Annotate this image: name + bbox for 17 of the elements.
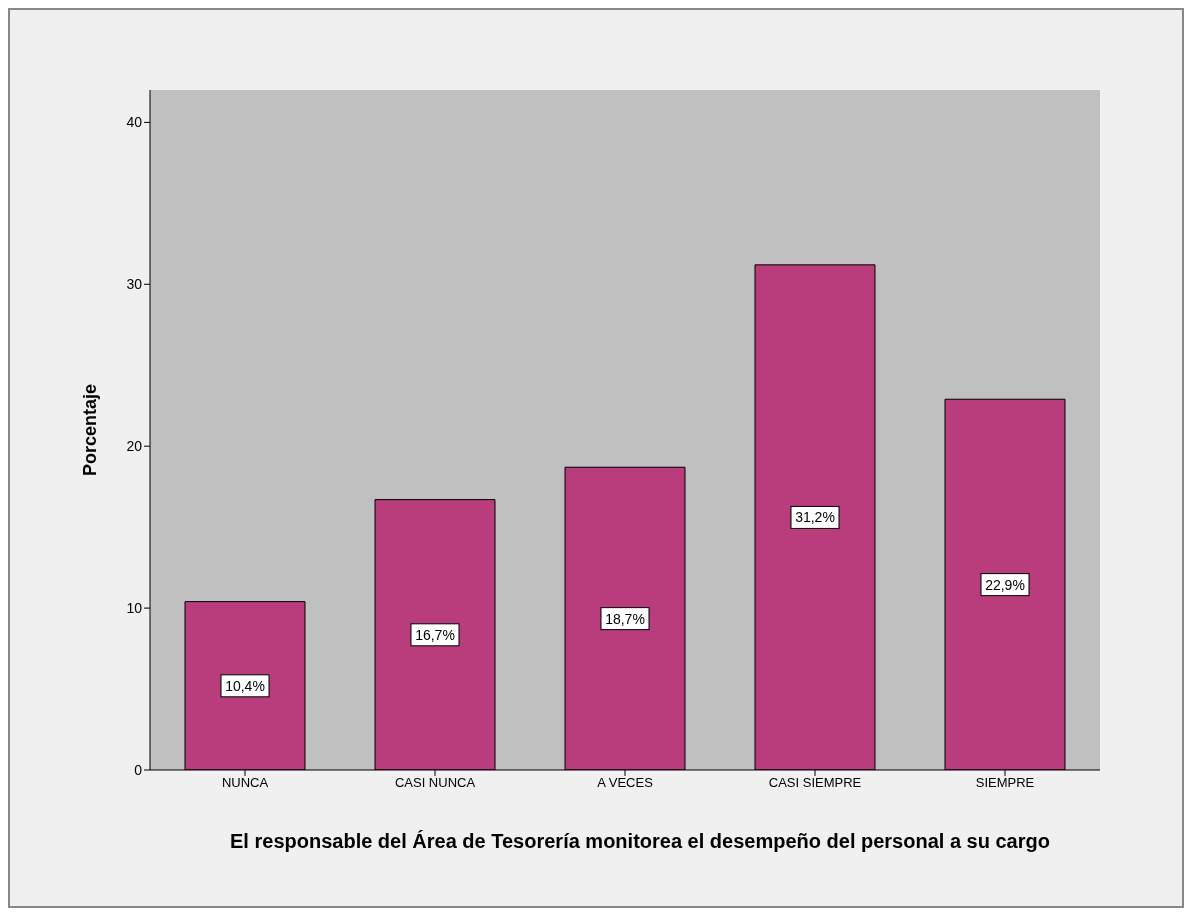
x-axis-title: El responsable del Área de Tesorería monitorea el desempeño del personal a su cargo (229, 830, 1051, 852)
y-tick-label: 40 (126, 114, 143, 131)
data-label: 10,4% (225, 677, 265, 694)
y-tick-label: 20 (126, 438, 143, 455)
x-tick-label: CASI SIEMPRE (768, 775, 862, 791)
x-tick-label: A VECES (597, 775, 654, 791)
data-label: 22,9% (985, 576, 1025, 593)
data-label: 16,7% (415, 626, 455, 643)
data-label: 31,2% (795, 509, 835, 526)
y-axis-title: Porcentaje (80, 383, 101, 477)
x-tick-label: NUNCA (221, 775, 269, 791)
y-tick-label: 30 (126, 276, 143, 293)
x-tick-label: SIEMPRE (975, 775, 1035, 791)
data-label: 18,7% (605, 610, 645, 627)
y-tick-label: 10 (126, 600, 143, 617)
y-tick-label: 0 (134, 761, 143, 778)
x-tick-label: CASI NUNCA (394, 775, 476, 791)
